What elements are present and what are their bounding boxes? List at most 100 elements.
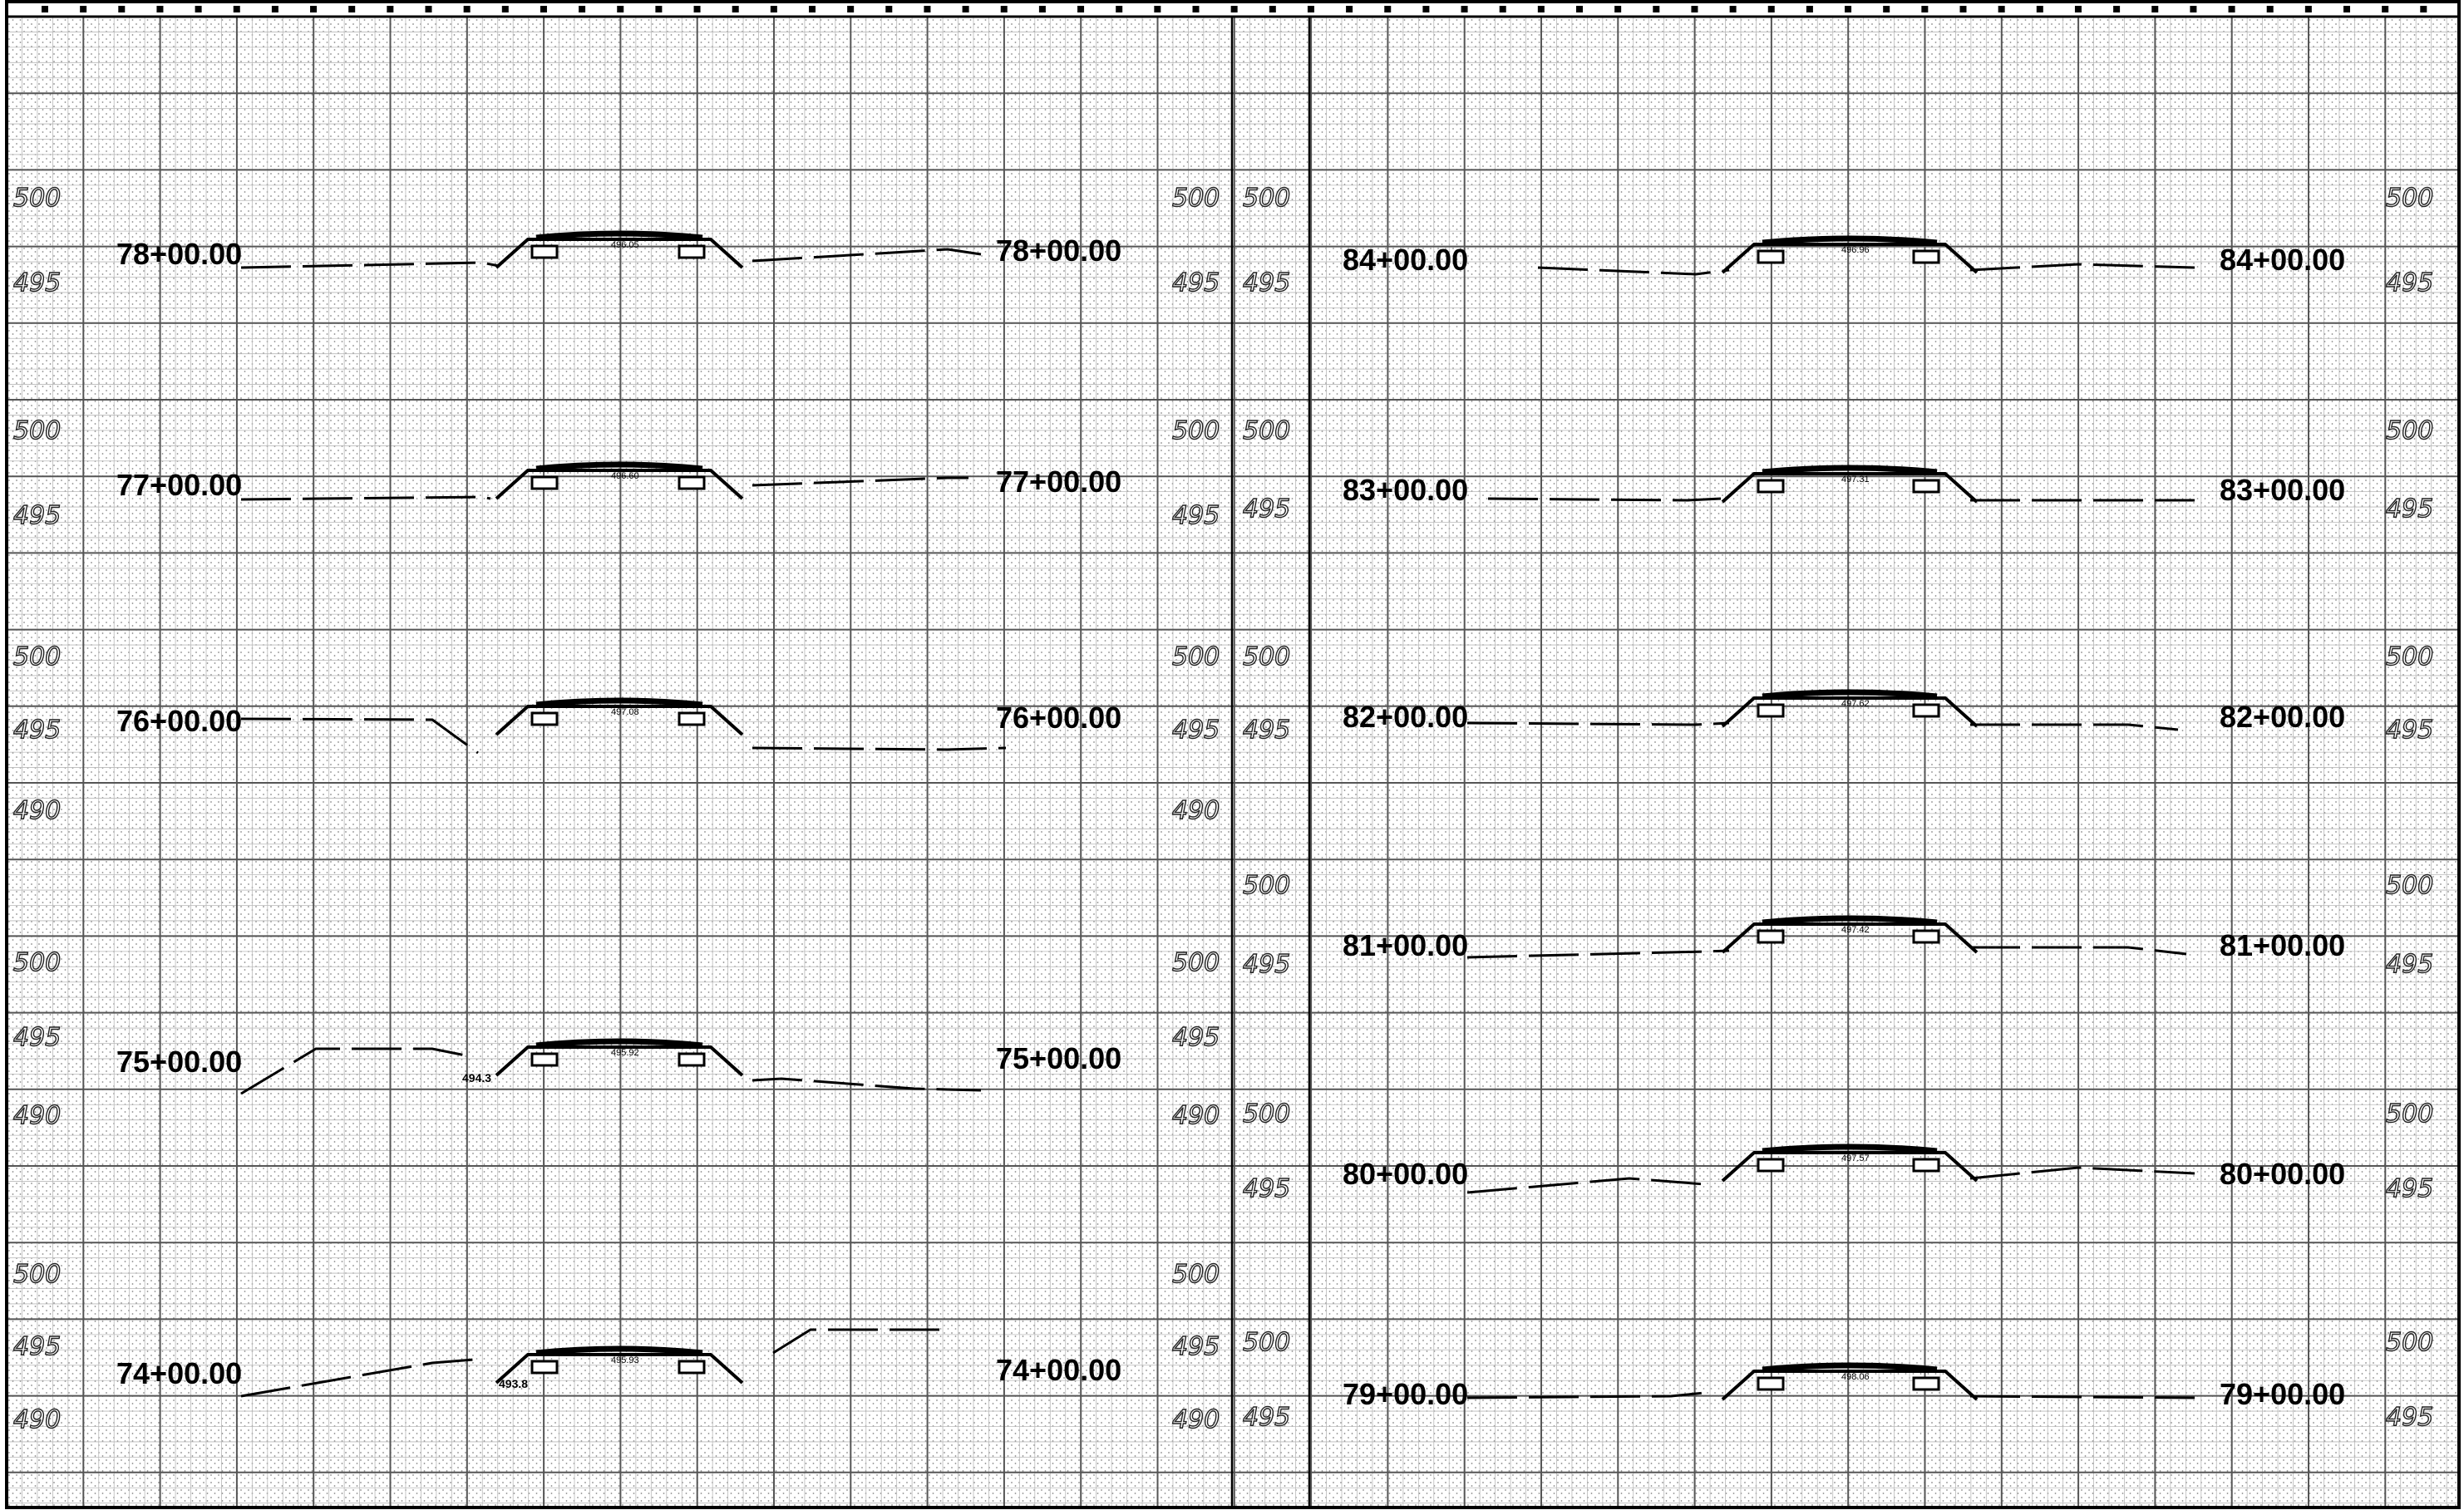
elevation-label-right-panel-upper: 500 [1243,642,1290,671]
spot-elevation-note: 494.3 [462,1071,491,1085]
elevation-label-right-lower: 495 [1172,1332,1220,1361]
elevation-label-right-lower: 495 [1172,1023,1220,1052]
road-template-outline [1721,696,1979,728]
station-label-right: 75+00.00 [996,1041,1121,1075]
left-ditch-block [1757,703,1785,718]
elevation-label-right-panel-lower: 495 [1243,494,1290,524]
right-ditch-block [1912,703,1940,718]
elevation-label-far-right-upper: 500 [2386,184,2433,213]
existing-ground-line-left [240,1047,466,1095]
left-ditch-block [1757,249,1785,264]
existing-ground-line-left [240,261,500,269]
left-ditch-block [530,475,559,490]
elevation-label-left-upper: 500 [13,1260,61,1289]
road-template-outline [1721,922,1979,954]
elevation-label-right-panel-upper: 500 [1243,871,1290,900]
elevation-label-far-right-lower: 495 [2386,1403,2433,1432]
cross-section-right-3: 82+00.00 82+00.00 497.62 [1343,689,2345,734]
elevation-label-right-panel-lower: 495 [1243,268,1290,298]
right-ditch-block [678,1052,706,1067]
cross-section-right-1: 84+00.00 84+00.00 496.96 [1343,235,2345,277]
top-ruler-ticks [42,6,2427,12]
grade-elevation-label: 497.31 [1841,475,1870,484]
grade-elevation-label: 495.93 [611,1355,639,1365]
elevation-label-far-right-upper: 500 [2386,416,2433,445]
elevation-label-right-panel-lower: 495 [1243,1174,1290,1203]
elevation-label-right-panel-upper: 500 [1243,1328,1290,1357]
sheet-border [5,0,2461,1509]
station-label-left: 74+00.00 [116,1356,242,1390]
cross-section-left-4: 75+00.00 75+00.00 495.92 494.3 [116,1038,1121,1095]
right-ditch-block [678,1360,706,1375]
existing-ground-line-right [752,746,1007,751]
road-template-outline [495,469,744,500]
pavement-crown [1762,915,1938,926]
existing-ground-line-right [1970,723,2179,731]
road-template-outline [495,705,744,736]
elevation-label-right-panel-lower: 495 [1243,1403,1290,1432]
elevation-label-right-extra: 490 [1172,1405,1220,1434]
station-label-right: 84+00.00 [2220,243,2345,277]
elevation-label-far-right-upper: 500 [2386,1328,2433,1357]
left-ditch-block [530,711,559,726]
left-ditch-block [1757,1158,1785,1173]
elevation-label-right-lower: 495 [1172,268,1220,298]
grade-elevation-label: 496.60 [611,471,639,481]
grade-elevation-label: 497.42 [1841,925,1870,935]
cross-section-left-1: 78+00.00 78+00.00 496.05 [116,230,1121,271]
existing-ground-line-right [752,1077,982,1092]
station-label-left: 83+00.00 [1343,473,1468,507]
elevation-label-right-upper: 500 [1172,416,1220,445]
station-label-left: 82+00.00 [1343,700,1468,734]
station-label-right: 77+00.00 [996,465,1121,499]
elevation-label-right-upper: 500 [1172,184,1220,213]
cross-sections: 78+00.00 78+00.00 496.05 500 495 500 495 77+00.… [12,183,2434,1434]
existing-ground-line-left [1466,949,1730,959]
existing-ground-line-right [752,476,968,487]
pavement-crown [1762,689,1938,700]
pavement-crown [1762,235,1938,246]
existing-ground-line-right [752,248,982,263]
existing-ground-line-left [1466,1391,1705,1399]
road-template-outline [1721,1370,1979,1401]
elevation-label-left-lower: 495 [13,716,61,745]
road-template-outline [495,1045,744,1077]
elevation-label-left-lower: 495 [13,1023,61,1052]
elevation-label-left-extra: 490 [13,796,61,825]
elevation-label-left-upper: 500 [13,948,61,977]
elevation-label-right-upper: 500 [1172,1260,1220,1289]
elevation-label-far-right-lower: 495 [2386,1174,2433,1203]
spot-elevation-note: 493.8 [499,1377,528,1390]
elevation-label-right-upper: 500 [1172,948,1220,977]
elevation-label-far-right-lower: 495 [2386,716,2433,745]
pavement-crown [1762,1144,1938,1154]
right-ditch-block [678,244,706,259]
elevation-label-right-panel-lower: 495 [1243,716,1290,745]
left-ditch-block [530,244,559,259]
pavement-crown [535,461,703,472]
left-ditch-block [1757,479,1785,494]
elevation-label-left-extra: 490 [13,1405,61,1434]
cross-section-right-6: 79+00.00 79+00.00 498.06 [1343,1362,2345,1411]
cross-section-left-2: 77+00.00 77+00.00 496.60 [116,461,1121,502]
elevation-label-left-upper: 500 [13,642,61,671]
grid-lines [6,16,2459,1508]
elevation-label-right-upper: 500 [1172,642,1220,671]
elevation-label-left-upper: 500 [13,184,61,213]
pavement-crown [535,1345,703,1356]
elevation-label-right-lower: 495 [1172,501,1220,530]
elevation-label-far-right-lower: 495 [2386,950,2433,979]
existing-ground-line-left [1537,266,1730,276]
left-ditch-block [1757,929,1785,944]
elevation-label-left-lower: 495 [13,1332,61,1361]
elevation-label-left-extra: 490 [13,1101,61,1130]
station-label-right: 76+00.00 [996,701,1121,735]
station-label-right: 83+00.00 [2220,473,2345,507]
station-label-right: 79+00.00 [2220,1377,2345,1411]
cross-section-left-3: 76+00.00 76+00.00 497.08 [116,697,1121,755]
existing-ground-line-left [1466,1177,1705,1194]
left-ditch-block [1757,1376,1785,1391]
station-label-right: 74+00.00 [996,1353,1121,1387]
elevation-label-right-extra: 490 [1172,796,1220,825]
